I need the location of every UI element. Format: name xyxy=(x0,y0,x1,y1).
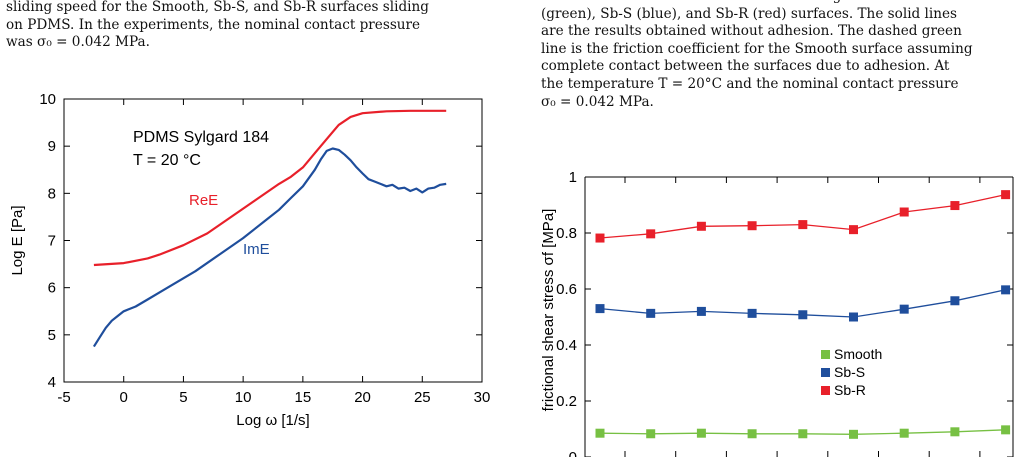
caption-line: the temperature T = 20°C and the nominal… xyxy=(541,75,959,92)
caption-line: friction coefficient for PDMS rubber sli… xyxy=(541,0,1027,6)
y-tick-label: 8 xyxy=(48,185,56,202)
y-tick-label: 4 xyxy=(48,374,56,391)
legend-swatch-sb-s xyxy=(821,368,830,377)
modulus-chart: -5 0 5 10 15 20 25 30 4 5 6 7 8 9 10 ReE ImE PDMS Sylgard… xyxy=(0,80,520,457)
data-point-smooth xyxy=(849,429,858,439)
data-point-sb-r xyxy=(950,201,960,211)
plot-frame xyxy=(63,98,483,383)
x-tick-label: 30 xyxy=(474,389,491,406)
data-point-sb-s xyxy=(595,304,605,314)
x-tick-label: 10 xyxy=(235,389,252,406)
data-point-sb-r xyxy=(849,225,858,235)
data-point-smooth xyxy=(646,429,656,439)
x-tick-label: 5 xyxy=(179,389,187,406)
y-tick-label: 0.6 xyxy=(556,281,577,298)
series-line-ime xyxy=(92,147,447,348)
y-tick-label: 0.8 xyxy=(556,225,577,242)
data-point-sb-s xyxy=(646,308,656,318)
y-tick-label: 7 xyxy=(48,233,56,250)
legend-label-sb-s: Sb-S xyxy=(834,364,865,380)
data-point-smooth xyxy=(747,429,757,439)
y-tick-label: 10 xyxy=(39,91,56,108)
caption-right: friction coefficient for PDMS rubber sli… xyxy=(541,0,1027,111)
data-point-sb-r xyxy=(1001,190,1011,200)
y-tick-label: 0.4 xyxy=(556,337,577,354)
y-axis-label: frictional shear stress σf [MPa] xyxy=(540,209,557,412)
caption-line: σ₀ = 0.042 MPa. xyxy=(541,93,654,110)
data-point-sb-r xyxy=(595,233,605,243)
data-point-sb-s xyxy=(1001,285,1011,295)
series-label-ree: ReE xyxy=(189,192,218,209)
shear-stress-chart-svg: 0 0.2 0.4 0.6 0.8 1 Smooth Sb-S Sb-R frictional s… xyxy=(540,169,1014,461)
x-tick-label: 15 xyxy=(295,389,312,406)
caption-line: on PDMS. In the experiments, the nominal… xyxy=(6,16,421,33)
chart-annotation: PDMS Sylgard 184 xyxy=(133,129,269,146)
y-tick-label: 0 xyxy=(569,449,577,457)
data-point-smooth xyxy=(950,427,960,437)
chart-annotation: T = 20 °C xyxy=(133,152,201,169)
series-line-sb-r xyxy=(599,193,1006,239)
x-tick-label: -5 xyxy=(57,389,70,406)
data-point-smooth xyxy=(696,428,706,438)
series-line-ree xyxy=(93,109,447,267)
x-tick-label: 0 xyxy=(120,389,128,406)
y-tick-label: 0.2 xyxy=(556,393,577,410)
y-axis-label: Log E [Pa] xyxy=(9,205,26,275)
legend-swatch-sb-r xyxy=(821,386,830,395)
caption-line: line is the friction coefficient for the… xyxy=(541,40,973,57)
shear-stress-chart: 0 0.2 0.4 0.6 0.8 1 Smooth Sb-S Sb-R frictional s… xyxy=(520,160,1028,461)
data-point-smooth xyxy=(1001,425,1011,435)
data-point-sb-r xyxy=(646,229,656,239)
legend-label-sb-r: Sb-R xyxy=(834,382,866,398)
caption-line: are the results obtained without adhesio… xyxy=(541,23,962,40)
data-point-sb-r xyxy=(696,221,706,231)
legend-swatch-smooth xyxy=(821,350,830,359)
caption-line: (green), Sb-S (blue), and Sb-R (red) sur… xyxy=(541,5,958,22)
x-tick-label: 25 xyxy=(414,389,431,406)
y-tick-label: 6 xyxy=(48,280,56,297)
caption-line: sliding speed for the Smooth, Sb-S, and … xyxy=(6,0,429,15)
caption-left: sliding speed for the Smooth, Sb-S, and … xyxy=(6,0,498,52)
x-axis-label: Log ω [1/s] xyxy=(236,412,309,429)
data-point-sb-s xyxy=(696,306,706,316)
data-point-smooth xyxy=(595,428,605,438)
caption-line: was σ₀ = 0.042 MPa. xyxy=(6,34,150,51)
data-point-sb-r xyxy=(899,207,909,217)
data-point-sb-s xyxy=(849,312,858,322)
y-tick-label: 5 xyxy=(48,327,56,344)
modulus-chart-svg: -5 0 5 10 15 20 25 30 4 5 6 7 8 9 10 ReE ImE PDMS Sylgard… xyxy=(9,91,491,429)
data-point-sb-s xyxy=(798,310,808,320)
data-point-smooth xyxy=(798,429,808,439)
y-tick-label: 9 xyxy=(48,138,56,155)
legend-label-smooth: Smooth xyxy=(834,346,882,362)
series-label-ime: ImE xyxy=(243,241,270,258)
x-tick-label: 20 xyxy=(354,389,371,406)
data-point-sb-r xyxy=(798,220,808,230)
caption-line: complete contact between the surfaces du… xyxy=(541,58,950,75)
data-point-sb-s xyxy=(747,308,757,318)
data-point-sb-s xyxy=(950,296,960,306)
data-point-sb-r xyxy=(747,221,757,231)
y-tick-label: 1 xyxy=(569,169,577,186)
data-point-smooth xyxy=(899,428,909,438)
data-point-sb-s xyxy=(899,304,909,314)
